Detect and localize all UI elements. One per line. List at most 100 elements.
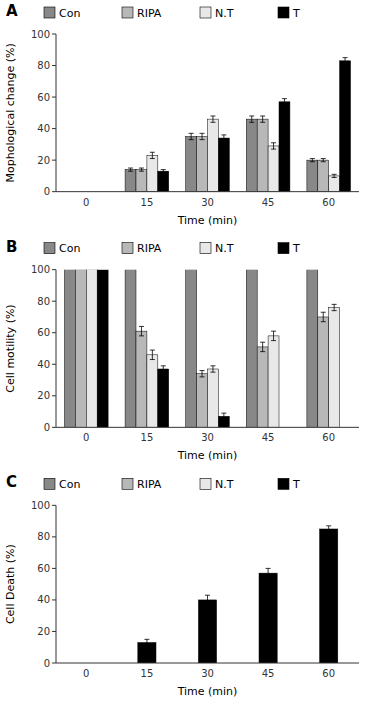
error-stem — [152, 350, 153, 359]
y-axis-label: Cell Death (%) — [4, 544, 17, 624]
bar — [268, 336, 279, 427]
error-stem — [141, 326, 142, 335]
y-tick — [52, 663, 56, 664]
x-axis-line — [56, 427, 359, 428]
bar — [268, 146, 279, 192]
error-cap — [343, 63, 348, 64]
x-tick-label: 45 — [262, 668, 275, 679]
bar — [246, 270, 257, 428]
error-stem — [146, 639, 147, 645]
error-bar — [266, 568, 271, 577]
x-tick-label: 60 — [322, 432, 335, 443]
bar — [147, 155, 158, 191]
bar — [340, 61, 351, 192]
panel-title: C — [6, 473, 17, 491]
error-cap — [200, 370, 205, 371]
error-stem — [262, 116, 263, 122]
x-tick-label: 0 — [83, 432, 89, 443]
error-stem — [334, 304, 335, 310]
error-cap — [210, 115, 215, 116]
y-tick-label: 60 — [37, 327, 50, 338]
bar — [197, 374, 208, 428]
legend-label: RIPA — [137, 478, 162, 491]
x-tick-label: 30 — [201, 668, 214, 679]
error-bar — [321, 159, 326, 162]
error-cap — [189, 133, 194, 134]
error-cap — [260, 115, 265, 116]
legend-label: RIPA — [137, 242, 162, 255]
error-stem — [262, 342, 263, 351]
legend: ConRIPAN.TT — [44, 478, 300, 491]
y-tick — [52, 191, 56, 192]
y-axis-line — [56, 34, 57, 192]
x-axis-label: Time (min) — [177, 449, 238, 462]
error-cap — [161, 365, 166, 366]
error-cap — [282, 98, 287, 99]
bar — [198, 600, 216, 663]
error-bar — [210, 366, 215, 372]
error-cap — [150, 350, 155, 351]
error-cap — [128, 171, 133, 172]
error-cap — [205, 604, 210, 605]
error-bar — [271, 143, 276, 149]
y-tick-label: 0 — [44, 658, 50, 669]
bar — [257, 347, 268, 427]
bar — [197, 136, 208, 191]
x-tick-label: 30 — [201, 197, 214, 208]
bar — [246, 119, 257, 192]
bar — [208, 369, 219, 427]
error-cap — [210, 365, 215, 366]
bars — [125, 58, 350, 192]
bar — [75, 270, 86, 428]
error-bar — [282, 99, 287, 105]
y-tick-label: 40 — [37, 594, 50, 605]
error-cap — [128, 168, 133, 169]
error-stem — [163, 170, 164, 173]
error-bar — [326, 526, 331, 532]
legend-swatch — [200, 478, 211, 489]
error-stem — [334, 174, 335, 177]
error-cap — [271, 142, 276, 143]
error-stem — [152, 152, 153, 158]
bar — [279, 102, 290, 192]
bar — [97, 270, 108, 428]
bars — [64, 270, 339, 428]
y-tick — [52, 631, 56, 632]
error-cap — [332, 177, 337, 178]
error-cap — [271, 331, 276, 332]
error-bar — [139, 168, 144, 171]
y-tick-label: 0 — [44, 422, 50, 433]
y-tick-label: 80 — [37, 60, 50, 71]
legend-label: RIPA — [137, 7, 162, 20]
error-cap — [210, 122, 215, 123]
y-tick-label: 100 — [31, 264, 50, 275]
bar — [186, 270, 197, 428]
y-tick — [52, 332, 56, 333]
x-tick-label: 60 — [322, 197, 335, 208]
error-bar — [150, 350, 155, 359]
legend-label: Con — [59, 7, 80, 20]
error-cap — [249, 115, 254, 116]
bar — [64, 270, 75, 428]
error-cap — [343, 57, 348, 58]
error-cap — [139, 168, 144, 169]
error-stem — [328, 526, 329, 532]
error-cap — [271, 149, 276, 150]
bars — [138, 526, 338, 663]
x-tick-label: 60 — [322, 668, 335, 679]
y-tick — [52, 427, 56, 428]
y-tick — [52, 301, 56, 302]
error-cap — [221, 413, 226, 414]
panel-title: A — [6, 2, 18, 20]
error-cap — [161, 169, 166, 170]
legend-label: T — [292, 7, 300, 20]
y-tick — [52, 160, 56, 161]
error-cap — [221, 141, 226, 142]
y-tick — [52, 269, 56, 270]
error-cap — [200, 133, 205, 134]
y-tick-label: 20 — [37, 155, 50, 166]
error-stem — [323, 312, 324, 321]
bar — [218, 138, 229, 192]
legend-label: Con — [59, 478, 80, 491]
y-tick — [52, 395, 56, 396]
